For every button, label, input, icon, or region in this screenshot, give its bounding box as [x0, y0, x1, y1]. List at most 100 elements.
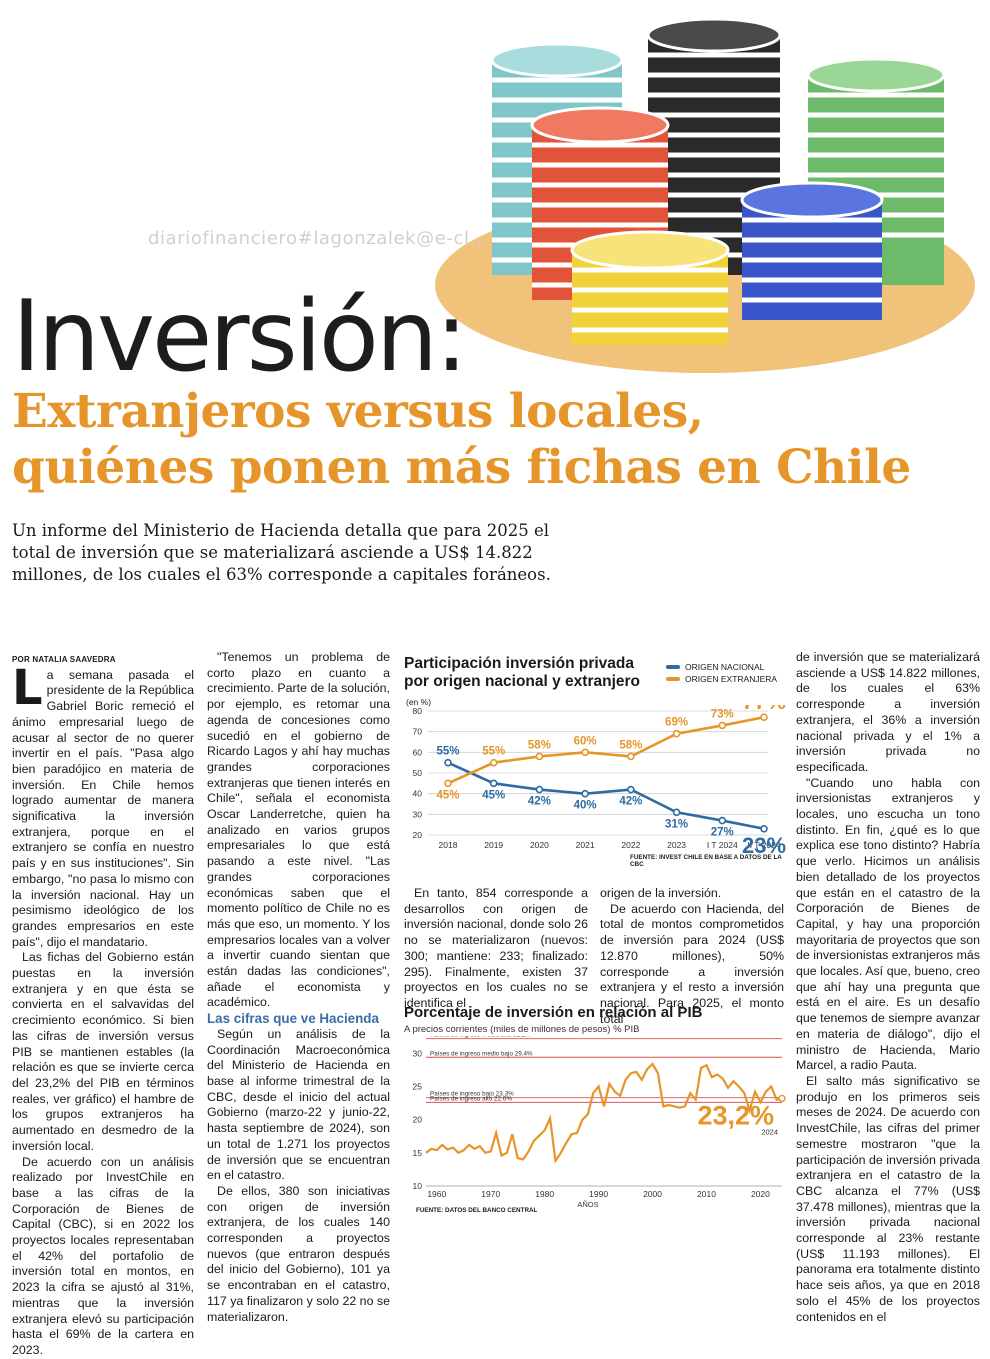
yellow-chip-stack [570, 230, 730, 345]
data-label: 42% [528, 796, 551, 808]
paragraph: "Tenemos un problema de corto plazo en c… [207, 650, 390, 1010]
data-point [535, 785, 544, 794]
data-label: 42% [619, 796, 642, 808]
chart-plot-area: 20 30 40 50 60 70 80 2018 2019 2020 2021 2022 2023 I … [413, 705, 786, 855]
chart-inversion-pib: Porcentaje de inversión en relación al P… [404, 1004, 790, 1221]
watermark: diariofinanciero#lagonzalek@e-cl... [148, 228, 489, 249]
y-tick-label: 30 [413, 1048, 423, 1058]
chart-title: Porcentaje de inversión en relación al P… [404, 1004, 703, 1021]
legend-label: ORIGEN NACIONAL [685, 662, 765, 672]
data-point [760, 713, 768, 721]
article-column-3b: origen de la inversión. De acuerdo con H… [600, 886, 784, 1027]
y-tick-label: 60 [413, 747, 423, 757]
chart-plot-area: 10 15 20 25 30 1960 1970 1980 1990 2000 2010 2020 AÑ… [413, 1036, 786, 1208]
y-tick-label: 20 [413, 1115, 423, 1125]
blue-chip-stack [740, 181, 884, 320]
paragraph: De acuerdo con un análisis realizado por… [12, 1154, 194, 1357]
data-label: 58% [619, 739, 642, 751]
data-label: 55% [436, 746, 459, 758]
x-tick-label: I T 2024 [707, 840, 738, 850]
y-tick-label: 80 [413, 706, 423, 716]
data-label: 60% [574, 735, 597, 747]
data-label: 27% [711, 827, 734, 839]
x-tick-label: II T 2024 [747, 840, 781, 850]
legend-item-extranjera: ORIGEN EXTRANJERA [666, 673, 777, 685]
paragraph: Las fichas del Gobierno están puestas en… [12, 950, 194, 1153]
data-point [535, 752, 544, 761]
legend-swatch [666, 665, 680, 669]
data-point [627, 752, 635, 761]
byline: POR NATALIA SAAVEDRA [12, 655, 116, 664]
data-point [760, 825, 768, 833]
x-tick-label: 2023 [667, 840, 686, 850]
data-point [489, 758, 498, 767]
y-tick-label: 10 [413, 1181, 423, 1191]
data-point [672, 808, 681, 817]
x-tick-label: 2018 [439, 840, 458, 850]
y-tick-label: 50 [413, 768, 423, 778]
data-point [444, 779, 452, 788]
paragraph: De ellos, 380 son iniciativas con origen… [207, 1183, 390, 1324]
data-label: 69% [665, 717, 688, 729]
paragraph: origen de la inversión. [600, 886, 722, 900]
legend-swatch [666, 677, 680, 681]
paragraph: De acuerdo con Hacienda, del total de mo… [600, 901, 784, 1026]
x-tick-label: 1970 [481, 1189, 500, 1199]
lede: Un informe del Ministerio de Hacienda de… [12, 521, 551, 584]
data-label: 58% [528, 739, 551, 751]
data-label: 31% [665, 818, 688, 830]
data-label: 45% [436, 789, 459, 801]
data-label: 73% [711, 708, 734, 720]
y-tick-label: 15 [413, 1148, 423, 1158]
data-point [581, 789, 589, 798]
data-point [627, 785, 635, 794]
x-tick-label: 1960 [427, 1189, 446, 1199]
article-column-2: "Tenemos un problema de corto plazo en c… [207, 650, 390, 1325]
section-subhead: Las cifras que ve Hacienda [207, 1011, 379, 1027]
reference-line-label: Países de ingreso alto 22.6% [430, 1095, 512, 1102]
x-tick-label: 2021 [576, 840, 595, 850]
x-tick-label: 2020 [530, 840, 549, 850]
legend-label: ORIGEN EXTRANJERA [685, 674, 778, 684]
paragraph: En tanto, 854 corresponde a desarrollos … [404, 886, 588, 1010]
end-year-label: 2024 [761, 1127, 778, 1136]
data-label: 45% [482, 789, 505, 801]
x-tick-label: 2019 [484, 840, 503, 850]
chart-unit-label: (en %) [406, 697, 432, 707]
series-line-nacional [447, 761, 765, 831]
headline-kicker: Inversión: [12, 280, 468, 394]
legend-item-nacional: ORIGEN NACIONAL [666, 661, 777, 673]
paragraph: El salto más significativo se produjo en… [796, 1073, 980, 1324]
y-tick-label: 30 [413, 809, 423, 819]
chart-source: FUENTE: DATOS DEL BANCO CENTRAL [416, 1207, 538, 1214]
data-point [444, 758, 452, 767]
drop-cap: L [12, 659, 43, 716]
y-tick-label: 20 [413, 830, 423, 840]
chart-participacion: Participación inversión privada por orig… [404, 655, 790, 870]
data-point [581, 748, 589, 757]
paragraph: "Cuando uno habla con inversionistas ext… [796, 775, 980, 1073]
series-line-extranjera [447, 715, 765, 785]
data-label: 23% [742, 833, 786, 855]
data-point [718, 721, 727, 730]
data-point [489, 779, 498, 788]
end-value-label: 23,2% [697, 1100, 774, 1130]
x-tick-label: 2022 [621, 840, 640, 850]
x-tick-label: 1980 [535, 1189, 554, 1199]
x-axis-label: AÑOS [577, 1200, 598, 1208]
reference-line-label: Países de ingreso medio alto 32.2% [430, 1036, 531, 1039]
y-tick-label: 70 [413, 727, 423, 737]
chart-legend: ORIGEN NACIONAL ORIGEN EXTRANJERA [666, 661, 777, 685]
data-point [718, 816, 727, 825]
paragraph: Según un análisis de la Coordinación Mac… [207, 1026, 390, 1183]
data-label: 40% [574, 800, 597, 812]
x-tick-label: 1990 [589, 1189, 608, 1199]
y-tick-label: 25 [413, 1081, 423, 1091]
headline-line: quiénes ponen más fichas en Chile [12, 440, 911, 495]
article-column-3a: En tanto, 854 corresponde a desarrollos … [404, 886, 588, 1012]
reference-line-label: Países de ingreso bajo 23.3% [430, 1091, 514, 1098]
chart-title: Participación inversión privada por orig… [404, 655, 641, 690]
data-label: 55% [482, 746, 505, 758]
casino-chips-illustration [435, 17, 975, 373]
